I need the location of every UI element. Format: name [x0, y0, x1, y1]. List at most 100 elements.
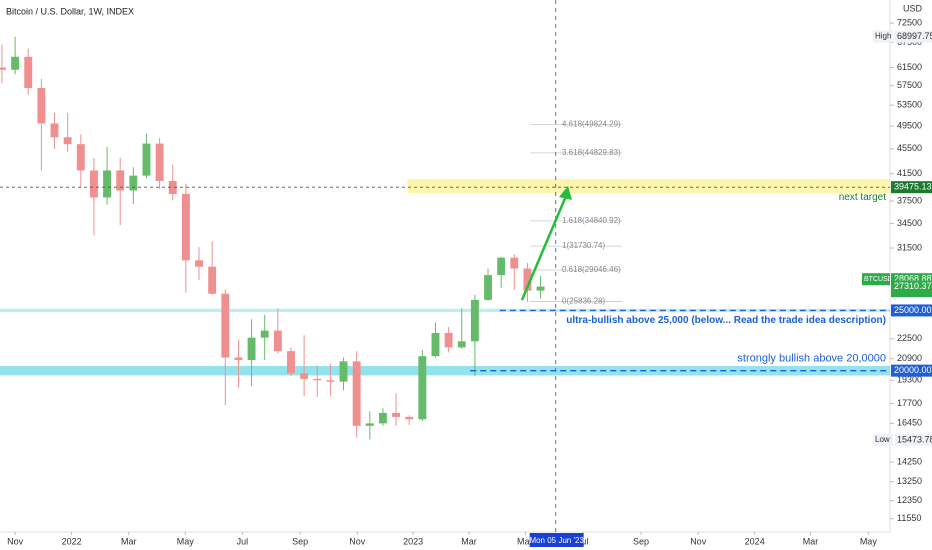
fib-label: 0(25836.28): [562, 297, 605, 306]
candle-body: [313, 378, 322, 381]
currency-label: USD: [903, 3, 923, 13]
x-tick-label: May: [177, 536, 195, 546]
x-tick-label: Mar: [121, 536, 137, 546]
chart-title: Bitcoin / U.S. Dollar, 1W, INDEX: [6, 6, 134, 16]
symbol-label: BTCUSD: [864, 276, 893, 283]
x-tick-label: 2023: [403, 536, 423, 546]
x-tick-label: Mar: [461, 536, 477, 546]
candle-body: [50, 123, 59, 138]
x-tick-label: Nov: [690, 536, 707, 546]
candle-body: [129, 175, 138, 191]
candle-body: [470, 299, 479, 342]
candle-body: [510, 257, 519, 269]
x-tick-label: 2022: [62, 536, 82, 546]
fib-label: 1.618(34840.92): [562, 216, 621, 225]
level-tag: [891, 181, 932, 194]
x-tick-label: May: [517, 536, 535, 546]
candle-body: [195, 260, 203, 267]
candle-body: [142, 143, 151, 176]
fib-label: 3.618(44829.83): [562, 148, 621, 157]
candle-body: [89, 170, 98, 198]
level-tag: [891, 364, 932, 377]
candle-body: [11, 56, 20, 70]
last-price-label: 28068.88: [894, 274, 932, 284]
arrow-head: [559, 186, 572, 200]
y-tick-label: 72500: [897, 18, 922, 28]
x-tick-label: Sep: [292, 536, 308, 546]
x-tick-label: Mar: [803, 536, 819, 546]
level-label: 39475.13: [894, 182, 932, 192]
y-tick-label: 45500: [897, 143, 922, 153]
fib-label: 1(31730.74): [562, 241, 605, 250]
candle-body: [431, 332, 440, 357]
candle-body: [523, 268, 532, 291]
level-note: next target: [839, 192, 886, 203]
candle-body: [339, 361, 348, 382]
x-tick-label: Nov: [7, 536, 24, 546]
y-tick-label: 61500: [897, 62, 922, 72]
projection-arrow: [520, 195, 568, 301]
prev-price-label: 27310.37: [894, 281, 932, 291]
x-tick-label: Sep: [633, 536, 649, 546]
extreme-label: 68997.75: [897, 31, 932, 41]
y-tick-label: 14250: [897, 456, 922, 466]
extreme-tag-box: [873, 30, 893, 43]
candle-body: [365, 423, 374, 426]
extreme-tag-box: [873, 433, 893, 446]
y-tick-label: 20900: [897, 353, 922, 363]
candle-body: [405, 416, 414, 420]
x-tick-label: May: [860, 536, 878, 546]
candle-body: [155, 143, 164, 181]
y-tick-label: 49500: [897, 121, 922, 131]
price-zone: [407, 178, 890, 194]
candle-body: [37, 88, 46, 124]
crosshair-tag: [529, 533, 584, 547]
fib-label: 0.618(29046.46): [562, 265, 621, 274]
y-tick-label: 37500: [897, 195, 922, 205]
candle-body: [392, 412, 401, 417]
y-tick-label: 16450: [897, 418, 922, 428]
candle-body: [103, 170, 112, 198]
level-note: strongly bullish above 20,0000: [737, 353, 886, 365]
candle-body: [484, 275, 492, 300]
candle-body: [0, 67, 6, 70]
extreme-label: 15473.78: [897, 434, 932, 444]
x-tick-label: 2024: [745, 536, 765, 546]
extreme-box: [895, 30, 932, 43]
level-note: ultra-bullish above 25,000 (below... Rea…: [566, 315, 886, 326]
y-tick-label: 41500: [897, 168, 922, 178]
candle-body: [76, 144, 85, 171]
candle-body: [24, 56, 33, 89]
x-tick-label: Nov: [349, 536, 366, 546]
candle-body: [260, 330, 269, 338]
candle-body: [181, 193, 190, 261]
level-label: 25000.00: [894, 305, 932, 315]
candle-body: [418, 356, 427, 420]
y-tick-label: 22500: [897, 333, 922, 343]
candle-body: [497, 257, 506, 276]
y-tick-label: 53500: [897, 100, 922, 110]
extreme-tag: Low: [875, 435, 890, 444]
x-tick-label: Jul: [237, 536, 249, 546]
candle-body: [326, 380, 335, 382]
candle-body: [352, 361, 361, 426]
y-tick-label: 12350: [897, 495, 922, 505]
fib-label: 4.618(49824.29): [562, 119, 621, 128]
candle-body: [168, 180, 177, 194]
candle-body: [63, 137, 72, 145]
candle-body: [247, 337, 256, 361]
y-tick-label: 31500: [897, 242, 922, 252]
price-zone: [0, 308, 890, 313]
candle-body: [444, 332, 453, 348]
prev-price-tag: [891, 280, 932, 293]
y-tick-label: 19300: [897, 375, 922, 385]
extreme-tag: High: [875, 32, 891, 41]
candle-body: [208, 266, 217, 294]
candle-body: [457, 341, 466, 348]
candle-body: [234, 357, 243, 361]
candle-body: [273, 330, 282, 352]
y-tick-label: 11550: [897, 513, 921, 523]
candle-body: [116, 170, 125, 191]
